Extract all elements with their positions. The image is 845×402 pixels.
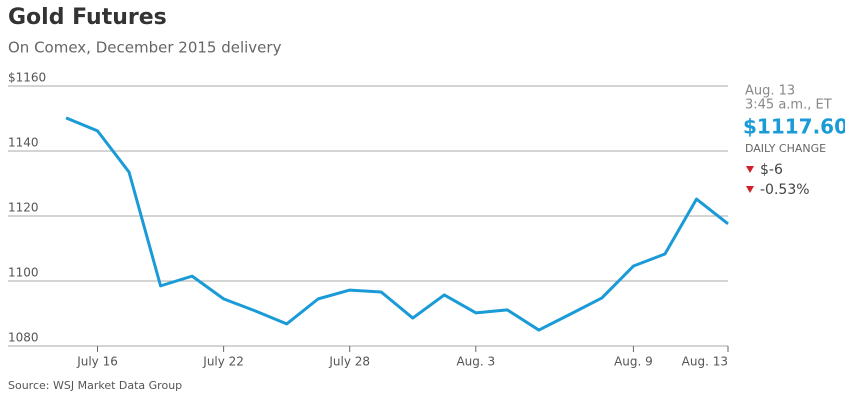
x-tick-label: July 16	[76, 355, 118, 369]
y-tick-label: 1100	[8, 266, 39, 280]
sidebar-time: 3:45 a.m., ET	[745, 98, 832, 113]
y-tick-label: $1160	[8, 71, 46, 85]
y-tick-label: 1120	[8, 201, 39, 215]
chart-subtitle: On Comex, December 2015 delivery	[8, 39, 282, 57]
chart-title: Gold Futures	[8, 5, 167, 30]
x-tick-label: Aug. 3	[456, 355, 495, 369]
sidebar-change: $-6	[760, 162, 783, 178]
y-tick-label: 1080	[8, 331, 39, 345]
x-tick-label: Aug. 13	[682, 355, 728, 369]
sidebar-price: $1117.60	[743, 115, 845, 139]
source: Source: WSJ Market Data Group	[8, 379, 182, 392]
x-tick-label: July 22	[202, 355, 244, 369]
price-line	[65, 116, 729, 332]
down-arrow	[746, 166, 754, 173]
x-tick-label: Aug. 9	[614, 355, 653, 369]
down-arrow	[746, 186, 754, 193]
sidebar-change-pct: -0.53%	[760, 182, 810, 198]
sidebar-change-label: DAILY CHANGE	[745, 142, 826, 155]
x-tick-label: July 28	[328, 355, 370, 369]
y-tick-label: 1140	[8, 136, 39, 150]
sidebar-date: Aug. 13	[745, 84, 795, 99]
